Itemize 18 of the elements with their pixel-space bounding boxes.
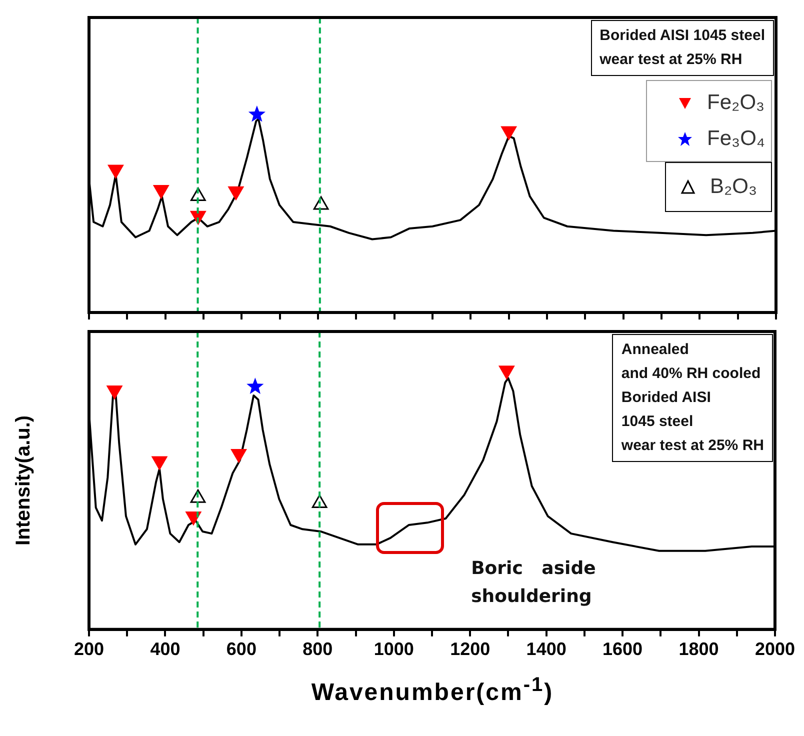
annotation: Annealed and 40% RH cooled Borided AISI 1045 steel wear test at 25% RH xyxy=(612,334,773,462)
x-tick-label: 1600 xyxy=(602,639,643,660)
x-tick-label: 200 xyxy=(74,639,104,660)
legend-label: Fe₂O₃ xyxy=(707,90,765,116)
x-tick-label: 400 xyxy=(150,639,180,660)
x-axis-title: Wavenumber(cm$^{-1}$) xyxy=(310,674,555,707)
x-tick-label: 800 xyxy=(302,639,333,660)
x-tick-label: 2000 xyxy=(754,639,795,660)
legend-label: B₂O₃ xyxy=(710,174,757,200)
x-tick-label: 1800 xyxy=(678,639,719,660)
x-tick-label: 1200 xyxy=(450,639,490,660)
annotation: Boric aside shouldering xyxy=(471,556,596,609)
text: Borided AISI 1045 steel wear test at 25% RH xyxy=(590,20,774,76)
x-tick-label: 1000 xyxy=(374,639,414,660)
x-tick-label: 600 xyxy=(226,639,256,660)
legend-label: Fe₃O₄ xyxy=(707,126,765,152)
x-tick-label: 1400 xyxy=(526,639,566,660)
y-axis-title: Intensity(a.u.) xyxy=(12,415,35,546)
